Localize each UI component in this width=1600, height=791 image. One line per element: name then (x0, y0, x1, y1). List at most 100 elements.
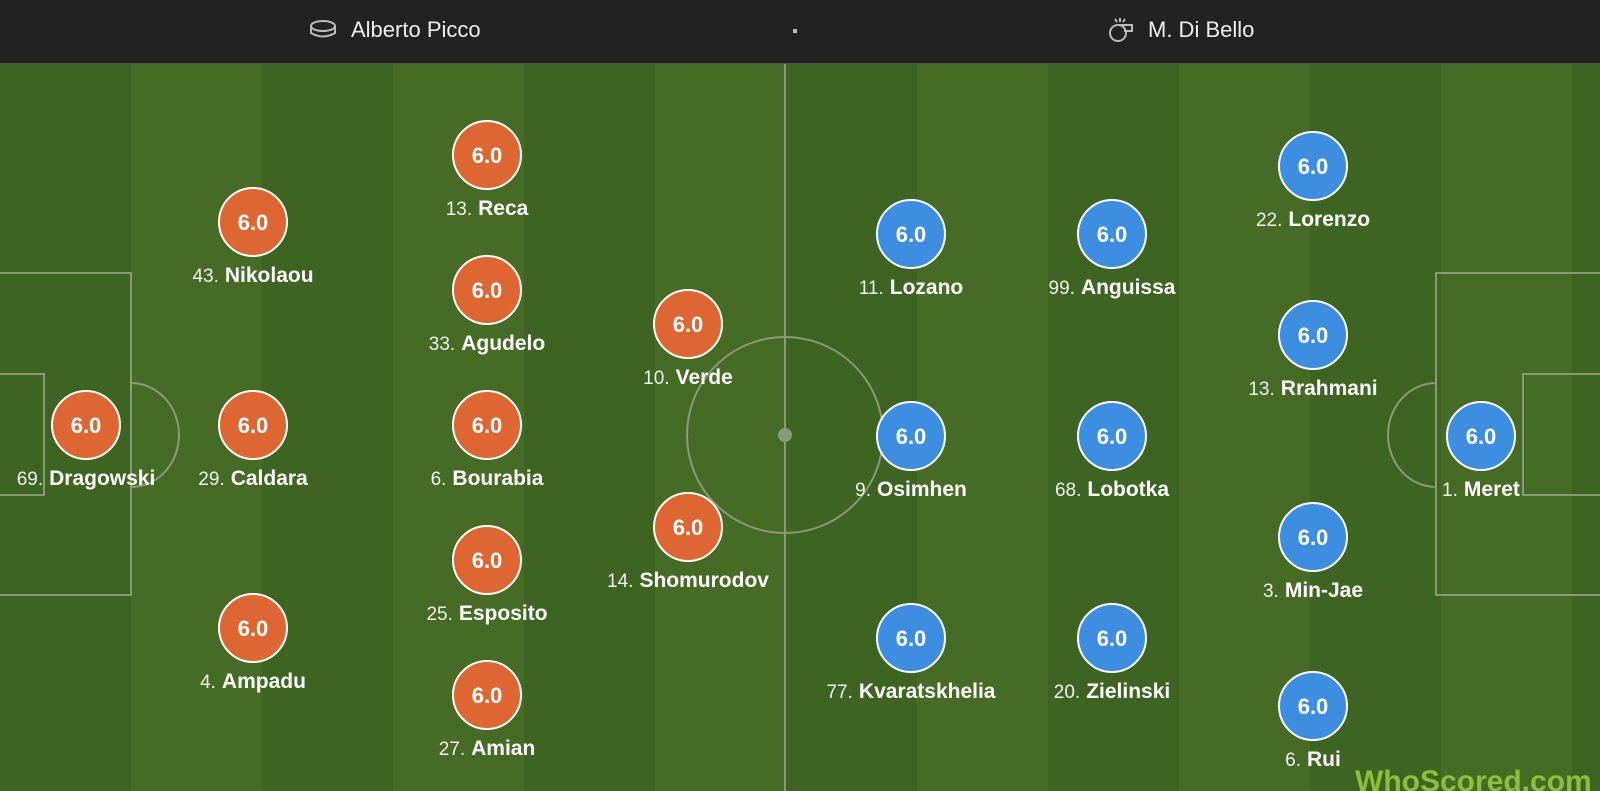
player: 6.0 69. Dragowski (17, 390, 156, 490)
player-label: 1. Meret (1442, 478, 1520, 501)
player-name: Dragowski (49, 467, 155, 490)
player-number: 20. (1054, 682, 1080, 703)
rating-badge (1278, 502, 1348, 572)
player: 6.0 25. Esposito (426, 525, 548, 625)
rating-badge (218, 593, 288, 663)
player: 6.0 20. Zielinski (1054, 603, 1170, 703)
player: 6.0 14. Shomurodov (607, 492, 769, 592)
player-number: 3. (1263, 581, 1279, 602)
player-rating: 6.0 (673, 515, 704, 540)
player-label: 11. Lozano (859, 276, 964, 299)
pitch: WhoScored.com 6.0 69. Dragowski 6.0 43. Nikol… (0, 64, 1600, 791)
player-number: 9. (855, 480, 871, 501)
player-label: 13. Reca (446, 197, 529, 220)
player: 6.0 68. Lobotka (1055, 401, 1169, 501)
player-label: 3. Min-Jae (1263, 579, 1363, 602)
player: 6.0 6. Rui (1278, 671, 1348, 771)
rating-badge (452, 525, 522, 595)
player-label: 43. Nikolaou (192, 264, 313, 287)
rating-badge (1077, 603, 1147, 673)
venue: Alberto Picco (351, 17, 481, 42)
player-number: 6. (1285, 750, 1301, 771)
player-label: 27. Amian (439, 737, 536, 760)
player-rating: 6.0 (472, 143, 503, 168)
player-name: Bourabia (452, 467, 543, 490)
player-rating: 6.0 (896, 424, 927, 449)
stripe (524, 64, 655, 791)
player-label: 68. Lobotka (1055, 478, 1169, 501)
player-label: 14. Shomurodov (607, 569, 769, 592)
stripe (1572, 64, 1600, 791)
player-name: Amian (471, 737, 535, 760)
player-rating: 6.0 (1298, 154, 1329, 179)
player: 6.0 43. Nikolaou (192, 187, 314, 287)
referee: M. Di Bello (1148, 17, 1255, 42)
player-rating: 6.0 (1097, 626, 1128, 651)
player-number: 69. (17, 469, 43, 490)
player-rating: 6.0 (472, 278, 503, 303)
player-number: 29. (198, 469, 224, 490)
player-name: Lobotka (1087, 478, 1169, 501)
player: 6.0 3. Min-Jae (1263, 502, 1363, 602)
players: 6.0 69. Dragowski 6.0 43. Nikolaou 6.0 29. Calda… (17, 120, 1520, 771)
rating-badge (1278, 671, 1348, 741)
player-rating: 6.0 (673, 312, 704, 337)
rating-badge (452, 120, 522, 190)
player: 6.0 77. Kvaratskhelia (826, 603, 996, 703)
player-name: Zielinski (1086, 680, 1170, 703)
player-label: 69. Dragowski (17, 467, 156, 490)
player: 6.0 9. Osimhen (855, 401, 967, 501)
player-name: Kvaratskhelia (859, 680, 996, 703)
player-label: 99. Anguissa (1049, 276, 1176, 299)
player: 6.0 13. Rrahmani (1248, 300, 1378, 400)
player-label: 29. Caldara (198, 467, 308, 490)
player-number: 27. (439, 739, 465, 760)
player-number: 4. (200, 672, 216, 693)
player-rating: 6.0 (238, 413, 269, 438)
rating-badge (51, 390, 121, 460)
player-label: 6. Bourabia (431, 467, 544, 490)
rating-badge (1446, 401, 1516, 471)
player-name: Meret (1464, 478, 1520, 501)
stripe (655, 64, 786, 791)
player: 6.0 4. Ampadu (200, 593, 306, 693)
separator-dot (793, 29, 797, 33)
player: 6.0 27. Amian (439, 660, 536, 760)
rating-badge (876, 401, 946, 471)
rating-badge (452, 390, 522, 460)
player-name: Rui (1307, 748, 1341, 771)
player: 6.0 10. Verde (643, 289, 733, 389)
player: 6.0 99. Anguissa (1049, 199, 1176, 299)
player-label: 25. Esposito (426, 602, 547, 625)
player-label: 9. Osimhen (855, 478, 967, 501)
player-name: Rrahmani (1281, 377, 1378, 400)
player-name: Esposito (459, 602, 548, 625)
player: 6.0 13. Reca (446, 120, 529, 220)
player-name: Shomurodov (639, 569, 769, 592)
player-label: 20. Zielinski (1054, 680, 1170, 703)
player: 6.0 22. Lorenzo (1256, 131, 1370, 231)
player-name: Osimhen (877, 478, 967, 501)
player-rating: 6.0 (896, 222, 927, 247)
player-name: Verde (676, 366, 733, 389)
player-number: 33. (429, 334, 455, 355)
player-number: 10. (643, 368, 669, 389)
player-label: 10. Verde (643, 366, 733, 389)
player-label: 13. Rrahmani (1248, 377, 1377, 400)
player-name: Reca (478, 197, 529, 220)
player-name: Lozano (890, 276, 964, 299)
player-number: 22. (1256, 210, 1282, 231)
player-number: 6. (431, 469, 447, 490)
player-rating: 6.0 (1097, 424, 1128, 449)
player-number: 25. (426, 604, 452, 625)
player-label: 22. Lorenzo (1256, 208, 1370, 231)
player: 6.0 11. Lozano (859, 199, 964, 299)
player-number: 77. (826, 682, 852, 703)
player-label: 6. Rui (1285, 748, 1341, 771)
player: 6.0 29. Caldara (198, 390, 308, 490)
player-number: 13. (1248, 379, 1274, 400)
player-rating: 6.0 (238, 210, 269, 235)
player-number: 13. (446, 199, 472, 220)
player-name: Anguissa (1081, 276, 1176, 299)
